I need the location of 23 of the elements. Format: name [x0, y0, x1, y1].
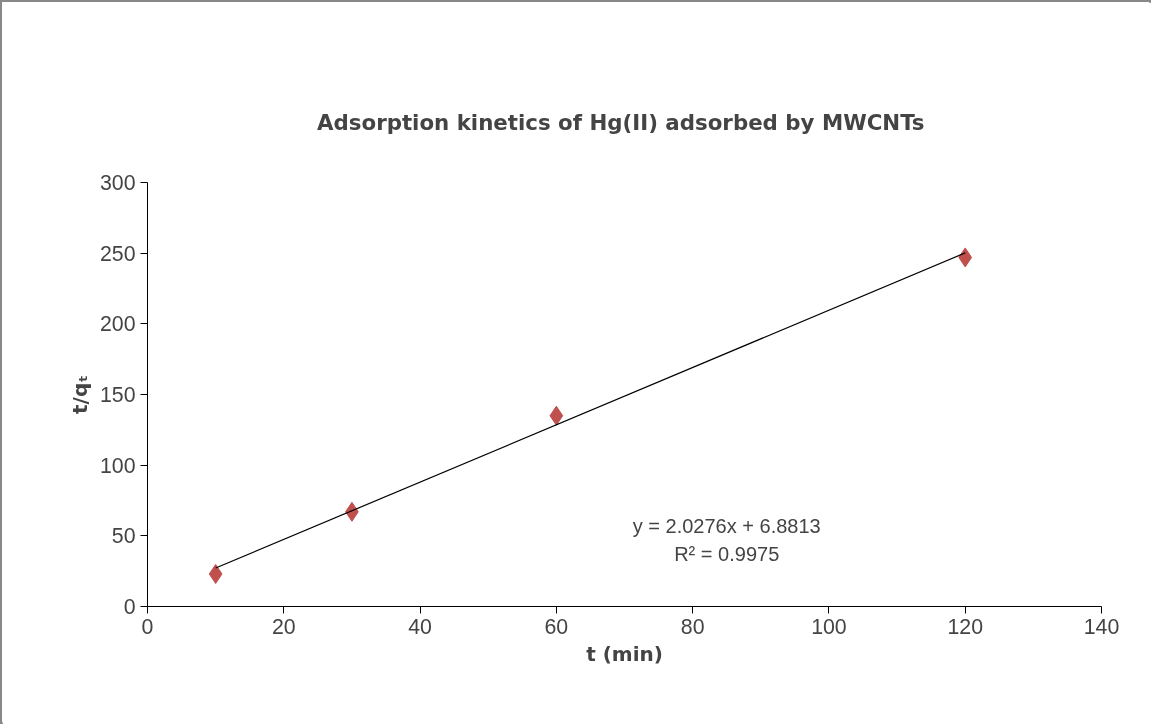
- x-tick-label: 100: [811, 614, 847, 639]
- x-tick-label: 60: [544, 614, 569, 639]
- x-tick-label: 140: [1083, 614, 1120, 639]
- x-tick-label: 40: [408, 614, 433, 639]
- y-tick-label: 100: [99, 453, 136, 478]
- annotation: y = 2.0276x + 6.8813: [632, 514, 821, 537]
- y-tick-label: 300: [99, 171, 136, 195]
- x-axis-title: t (min): [586, 641, 663, 666]
- point: [208, 563, 223, 584]
- point: [549, 405, 564, 426]
- y-tick-label: 0: [123, 595, 136, 619]
- y-tick-label: 150: [99, 383, 136, 407]
- y-tick-label: 250: [99, 241, 136, 266]
- chart-title: Adsorption kinetics of Hg(II) adsorbed by MWCNTs: [317, 110, 925, 135]
- x-tick-label: 80: [680, 614, 705, 639]
- y-tick-label: 200: [99, 312, 136, 337]
- x-tick-label: 120: [947, 614, 984, 639]
- y-axis-title: t/qₜ: [67, 375, 92, 414]
- point: [958, 247, 973, 268]
- x-tick-label: 20: [271, 614, 296, 639]
- annotation: R² = 0.9975: [674, 543, 780, 566]
- x-tick-label: 0: [141, 614, 154, 639]
- y-tick-label: 50: [111, 524, 136, 549]
